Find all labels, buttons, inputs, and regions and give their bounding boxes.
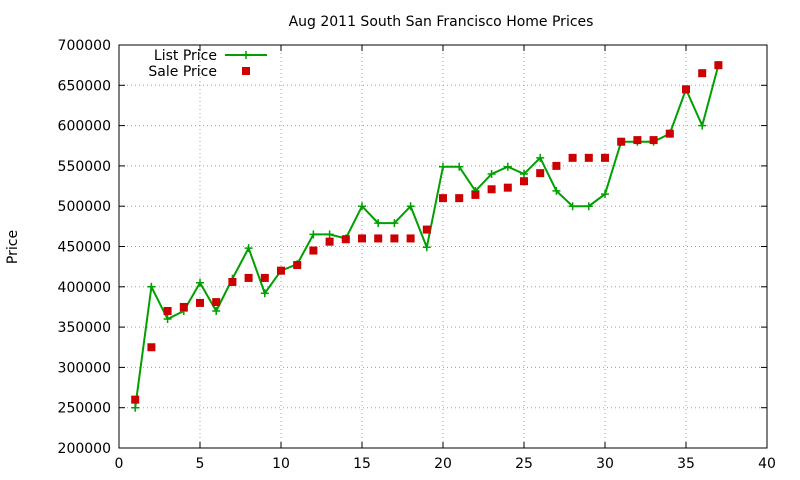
sale-price-point xyxy=(487,185,496,194)
sale-price-point xyxy=(293,261,302,270)
sale-price-point xyxy=(212,298,221,307)
y-axis-label: Price xyxy=(5,230,21,264)
sale-price-point xyxy=(228,277,237,286)
sale-price-point xyxy=(341,235,350,244)
axes: 0 5 10 15 20 25 30 35 40 200000 250000 300000 350000… xyxy=(58,38,776,472)
list-price-point xyxy=(536,153,545,162)
sale-price-point xyxy=(163,306,172,315)
y-tick-label: 600000 xyxy=(58,119,111,135)
sale-price-point xyxy=(406,234,415,243)
y-tick-label: 300000 xyxy=(58,360,111,376)
y-tick-label: 450000 xyxy=(58,240,111,256)
series-0 xyxy=(131,61,723,412)
legend-label: List Price xyxy=(154,48,217,64)
y-tick-label: 200000 xyxy=(58,441,111,457)
x-tick-label: 25 xyxy=(515,456,533,472)
sale-price-point xyxy=(714,61,723,70)
sale-price-point xyxy=(601,153,609,162)
list-price-point xyxy=(406,202,415,211)
sale-price-point xyxy=(665,129,674,138)
x-tick-label: 35 xyxy=(677,456,695,472)
sale-price-point xyxy=(179,302,188,311)
sale-price-point xyxy=(455,194,464,203)
sale-price-point xyxy=(520,177,528,186)
legend-label: Sale Price xyxy=(148,64,217,80)
y-tick-label: 400000 xyxy=(58,280,111,296)
sale-price-point xyxy=(374,234,383,243)
sale-price-point xyxy=(147,343,156,352)
sale-price-point xyxy=(682,85,690,94)
y-tick-label: 350000 xyxy=(58,320,111,336)
sale-price-point xyxy=(422,225,431,234)
x-tick-label: 10 xyxy=(272,456,290,472)
chart-title: Aug 2011 South San Francisco Home Prices xyxy=(289,14,594,30)
sale-price-point xyxy=(568,153,577,162)
series-layer xyxy=(131,61,723,412)
list-price-point xyxy=(520,169,528,178)
y-tick-label: 500000 xyxy=(58,199,111,215)
list-price-point xyxy=(212,306,221,315)
x-tick-label: 40 xyxy=(758,456,776,472)
sale-price-point xyxy=(633,136,642,145)
list-price-point xyxy=(503,162,512,171)
sale-price-point xyxy=(617,137,626,146)
y-tick-label: 550000 xyxy=(58,159,111,175)
sale-price-point xyxy=(503,183,512,192)
x-tick-label: 30 xyxy=(596,456,614,472)
list-price-point xyxy=(309,230,318,239)
list-price-point xyxy=(374,219,383,228)
list-price-point xyxy=(358,202,366,211)
sale-price-point xyxy=(698,69,707,78)
list-price-line xyxy=(134,64,720,408)
list-price-point xyxy=(147,282,156,291)
list-price-point xyxy=(196,278,204,287)
list-price-point xyxy=(439,162,447,171)
sale-price-point xyxy=(196,298,204,307)
legend-square-sample xyxy=(242,67,250,75)
series-1 xyxy=(131,61,723,404)
x-tick-label: 0 xyxy=(115,456,124,472)
sale-price-point xyxy=(244,273,253,282)
y-tick-label: 700000 xyxy=(58,38,111,54)
list-price-point xyxy=(325,230,334,239)
sale-price-point xyxy=(358,234,366,243)
list-price-point xyxy=(260,289,269,298)
sale-price-point xyxy=(439,194,447,203)
sale-price-point xyxy=(584,153,593,162)
sale-price-point xyxy=(131,395,140,404)
grid xyxy=(119,45,767,448)
sale-price-point xyxy=(325,237,334,246)
x-tick-label: 15 xyxy=(353,456,371,472)
list-price-point xyxy=(455,162,464,171)
x-tick-label: 5 xyxy=(196,456,205,472)
sale-price-point xyxy=(552,161,561,170)
list-price-point xyxy=(422,243,431,252)
sale-price-point xyxy=(309,246,318,255)
y-tick-label: 250000 xyxy=(58,401,111,417)
y-tick-label: 650000 xyxy=(58,78,111,94)
list-price-point xyxy=(131,403,140,412)
list-price-point xyxy=(698,121,707,130)
list-price-point xyxy=(601,190,609,199)
list-price-point xyxy=(584,202,593,211)
sale-price-point xyxy=(390,234,399,243)
sale-price-point xyxy=(260,273,269,282)
list-price-point xyxy=(487,169,496,178)
list-price-point xyxy=(163,315,172,324)
list-price-point xyxy=(568,202,577,211)
sale-price-point xyxy=(277,266,285,275)
list-price-point xyxy=(244,244,253,253)
legend-cross-sample xyxy=(242,51,250,59)
x-tick-label: 20 xyxy=(434,456,452,472)
labels: Aug 2011 South San Francisco Home Prices… xyxy=(5,14,593,264)
list-price-point xyxy=(390,219,399,228)
sale-price-point xyxy=(536,169,545,178)
list-price-point xyxy=(552,186,561,195)
sale-price-point xyxy=(649,136,658,145)
sale-price-point xyxy=(471,190,480,199)
